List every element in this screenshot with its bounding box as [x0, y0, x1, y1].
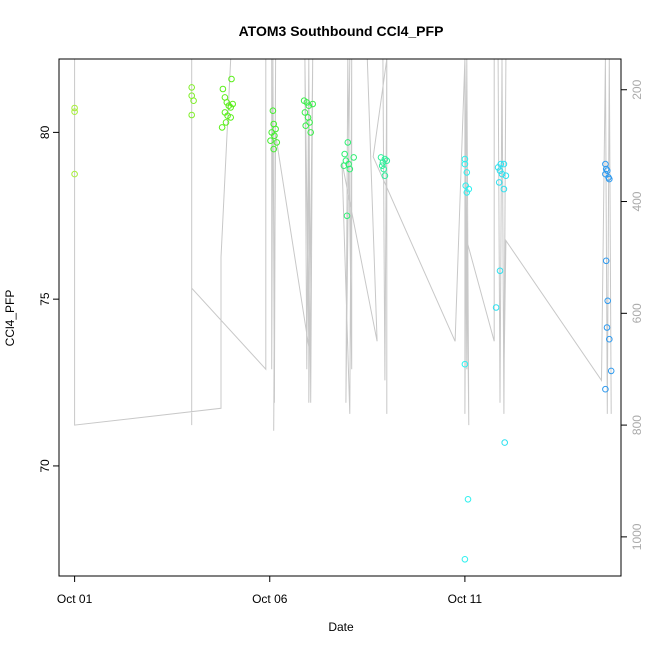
data-point-43 [343, 212, 351, 220]
data-point-5 [190, 97, 197, 104]
data-point-17 [228, 75, 235, 83]
data-point-15 [222, 119, 230, 126]
data-point-30 [301, 109, 309, 116]
data-point-65 [502, 172, 510, 179]
data-point-62 [500, 160, 508, 168]
data-point-1 [71, 108, 78, 115]
y-axis-label: CCl4_PFP [3, 290, 17, 347]
data-point-77 [602, 257, 610, 265]
data-point-28 [303, 99, 311, 106]
data-point-68 [496, 267, 504, 275]
data-point-34 [307, 129, 315, 136]
data-point-33 [302, 122, 310, 129]
x-axis-label: Date [328, 620, 354, 634]
x-tick-label-0: Oct 01 [57, 592, 93, 606]
altitude-track-line [74, 58, 612, 431]
data-point-16 [218, 124, 226, 131]
data-point-70 [501, 439, 509, 446]
data-point-6 [188, 111, 195, 119]
data-point-55 [465, 185, 473, 193]
data-point-49 [380, 165, 388, 173]
data-point-71 [602, 160, 609, 168]
data-point-23 [271, 132, 278, 139]
data-point-26 [270, 145, 278, 153]
data-point-0 [71, 104, 78, 112]
y-tick-label-1: 75 [38, 292, 52, 306]
points-layer [71, 75, 615, 563]
data-point-61 [497, 160, 505, 168]
data-point-58 [464, 496, 472, 503]
data-point-73 [604, 167, 611, 174]
data-point-48 [378, 162, 386, 169]
data-point-53 [463, 169, 471, 176]
data-point-21 [272, 125, 279, 133]
y2-tick-label-2: 600 [630, 303, 644, 323]
data-point-46 [379, 159, 387, 166]
data-point-69 [492, 304, 500, 311]
chart-title: ATOM3 Southbound CCl4_PFP [239, 23, 444, 39]
data-point-41 [340, 162, 348, 169]
data-point-63 [496, 167, 504, 174]
y2-tick-label-4: 1000 [630, 523, 644, 550]
y2-tick-label-3: 800 [630, 415, 644, 435]
data-point-11 [227, 104, 234, 111]
y-tick-label-0: 70 [38, 459, 52, 473]
data-point-35 [309, 100, 317, 108]
data-point-7 [219, 85, 227, 93]
data-point-56 [463, 189, 471, 196]
data-point-2 [71, 170, 78, 178]
data-point-79 [603, 324, 611, 331]
data-point-25 [273, 139, 281, 146]
data-point-19 [269, 107, 277, 114]
y-tick-label-2: 80 [38, 125, 52, 139]
data-point-82 [602, 385, 609, 393]
data-point-76 [606, 175, 613, 183]
data-point-57 [461, 360, 469, 368]
data-point-67 [500, 185, 508, 193]
plot-frame [58, 58, 622, 577]
data-point-59 [461, 556, 469, 563]
altitude-track-layer [74, 58, 612, 431]
data-point-51 [461, 155, 469, 163]
data-point-29 [305, 102, 313, 109]
data-point-45 [381, 155, 389, 163]
data-point-38 [350, 154, 358, 161]
x-tick-label-1: Oct 06 [252, 592, 288, 606]
axes-layer: 70 75 80 200 400 600 800 1000 Oct 01 Oct 06 Oct 11 [38, 58, 644, 606]
data-point-36 [344, 139, 352, 146]
data-point-50 [381, 172, 389, 179]
data-point-37 [341, 150, 349, 158]
data-point-78 [604, 297, 612, 305]
data-point-14 [227, 114, 234, 121]
data-point-3 [188, 84, 195, 91]
x-tick-label-2: Oct 11 [448, 592, 483, 606]
data-point-52 [461, 160, 469, 168]
data-point-18 [229, 100, 236, 108]
data-point-64 [498, 170, 506, 178]
y2-tick-label-1: 400 [630, 191, 644, 211]
data-point-47 [383, 157, 391, 164]
data-point-72 [602, 165, 610, 173]
data-point-42 [346, 165, 354, 173]
data-point-66 [495, 179, 503, 186]
data-point-10 [225, 102, 233, 109]
data-point-81 [607, 367, 615, 375]
data-point-24 [267, 137, 274, 144]
y2-tick-label-0: 200 [630, 79, 644, 99]
data-point-80 [606, 335, 613, 343]
data-point-32 [306, 119, 313, 126]
data-point-9 [223, 99, 231, 106]
